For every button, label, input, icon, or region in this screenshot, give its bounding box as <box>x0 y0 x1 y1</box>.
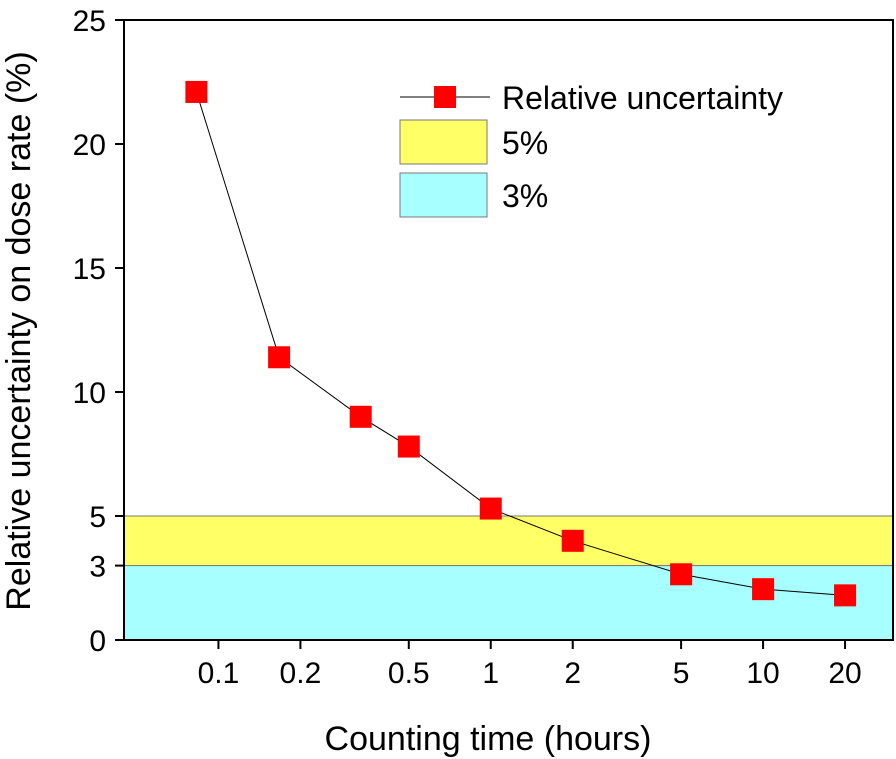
plot-frame <box>123 19 894 641</box>
y-tick-label: 20 <box>73 129 106 162</box>
x-tick-label: 2 <box>564 657 581 690</box>
legend-band-swatch <box>399 172 488 218</box>
legend: Relative uncertainty 5% 3% <box>399 80 783 218</box>
y-tick-label: 25 <box>73 5 106 38</box>
axes-layer <box>123 19 894 641</box>
data-point <box>834 584 857 607</box>
legend-series-marker <box>434 86 456 108</box>
data-point <box>752 578 775 601</box>
x-tick-label: 20 <box>828 657 861 690</box>
legend-series-label: Relative uncertainty <box>502 80 783 116</box>
data-point <box>268 346 291 369</box>
data-point <box>397 435 420 458</box>
legend-band-swatch <box>399 119 488 165</box>
data-point <box>349 405 372 428</box>
band-1 <box>123 515 894 567</box>
x-axis-title: Counting time (hours) <box>325 720 652 758</box>
data-point <box>185 80 208 103</box>
x-tick-label: 5 <box>673 657 690 690</box>
data-point <box>561 529 584 552</box>
y-tick-label: 10 <box>73 377 106 410</box>
x-tick-label: 1 <box>482 657 499 690</box>
y-axis-title: Relative uncertainty on dose rate (%) <box>0 51 38 610</box>
y-tick-label: 5 <box>89 501 106 534</box>
legend-band-label: 5% <box>502 125 548 161</box>
band-2 <box>123 565 894 641</box>
x-tick-label: 0.1 <box>198 657 240 690</box>
y-tick-label: 3 <box>89 551 106 584</box>
x-tick-label: 0.2 <box>280 657 322 690</box>
data-point <box>670 563 693 586</box>
data-point <box>479 497 502 520</box>
legend-band-label: 3% <box>502 178 548 214</box>
y-tick-label: 0 <box>89 625 106 658</box>
y-tick-label: 15 <box>73 253 106 286</box>
bands-layer <box>123 515 894 641</box>
series-layer <box>185 80 857 607</box>
x-tick-label: 10 <box>746 657 779 690</box>
x-tick-label: 0.5 <box>388 657 430 690</box>
